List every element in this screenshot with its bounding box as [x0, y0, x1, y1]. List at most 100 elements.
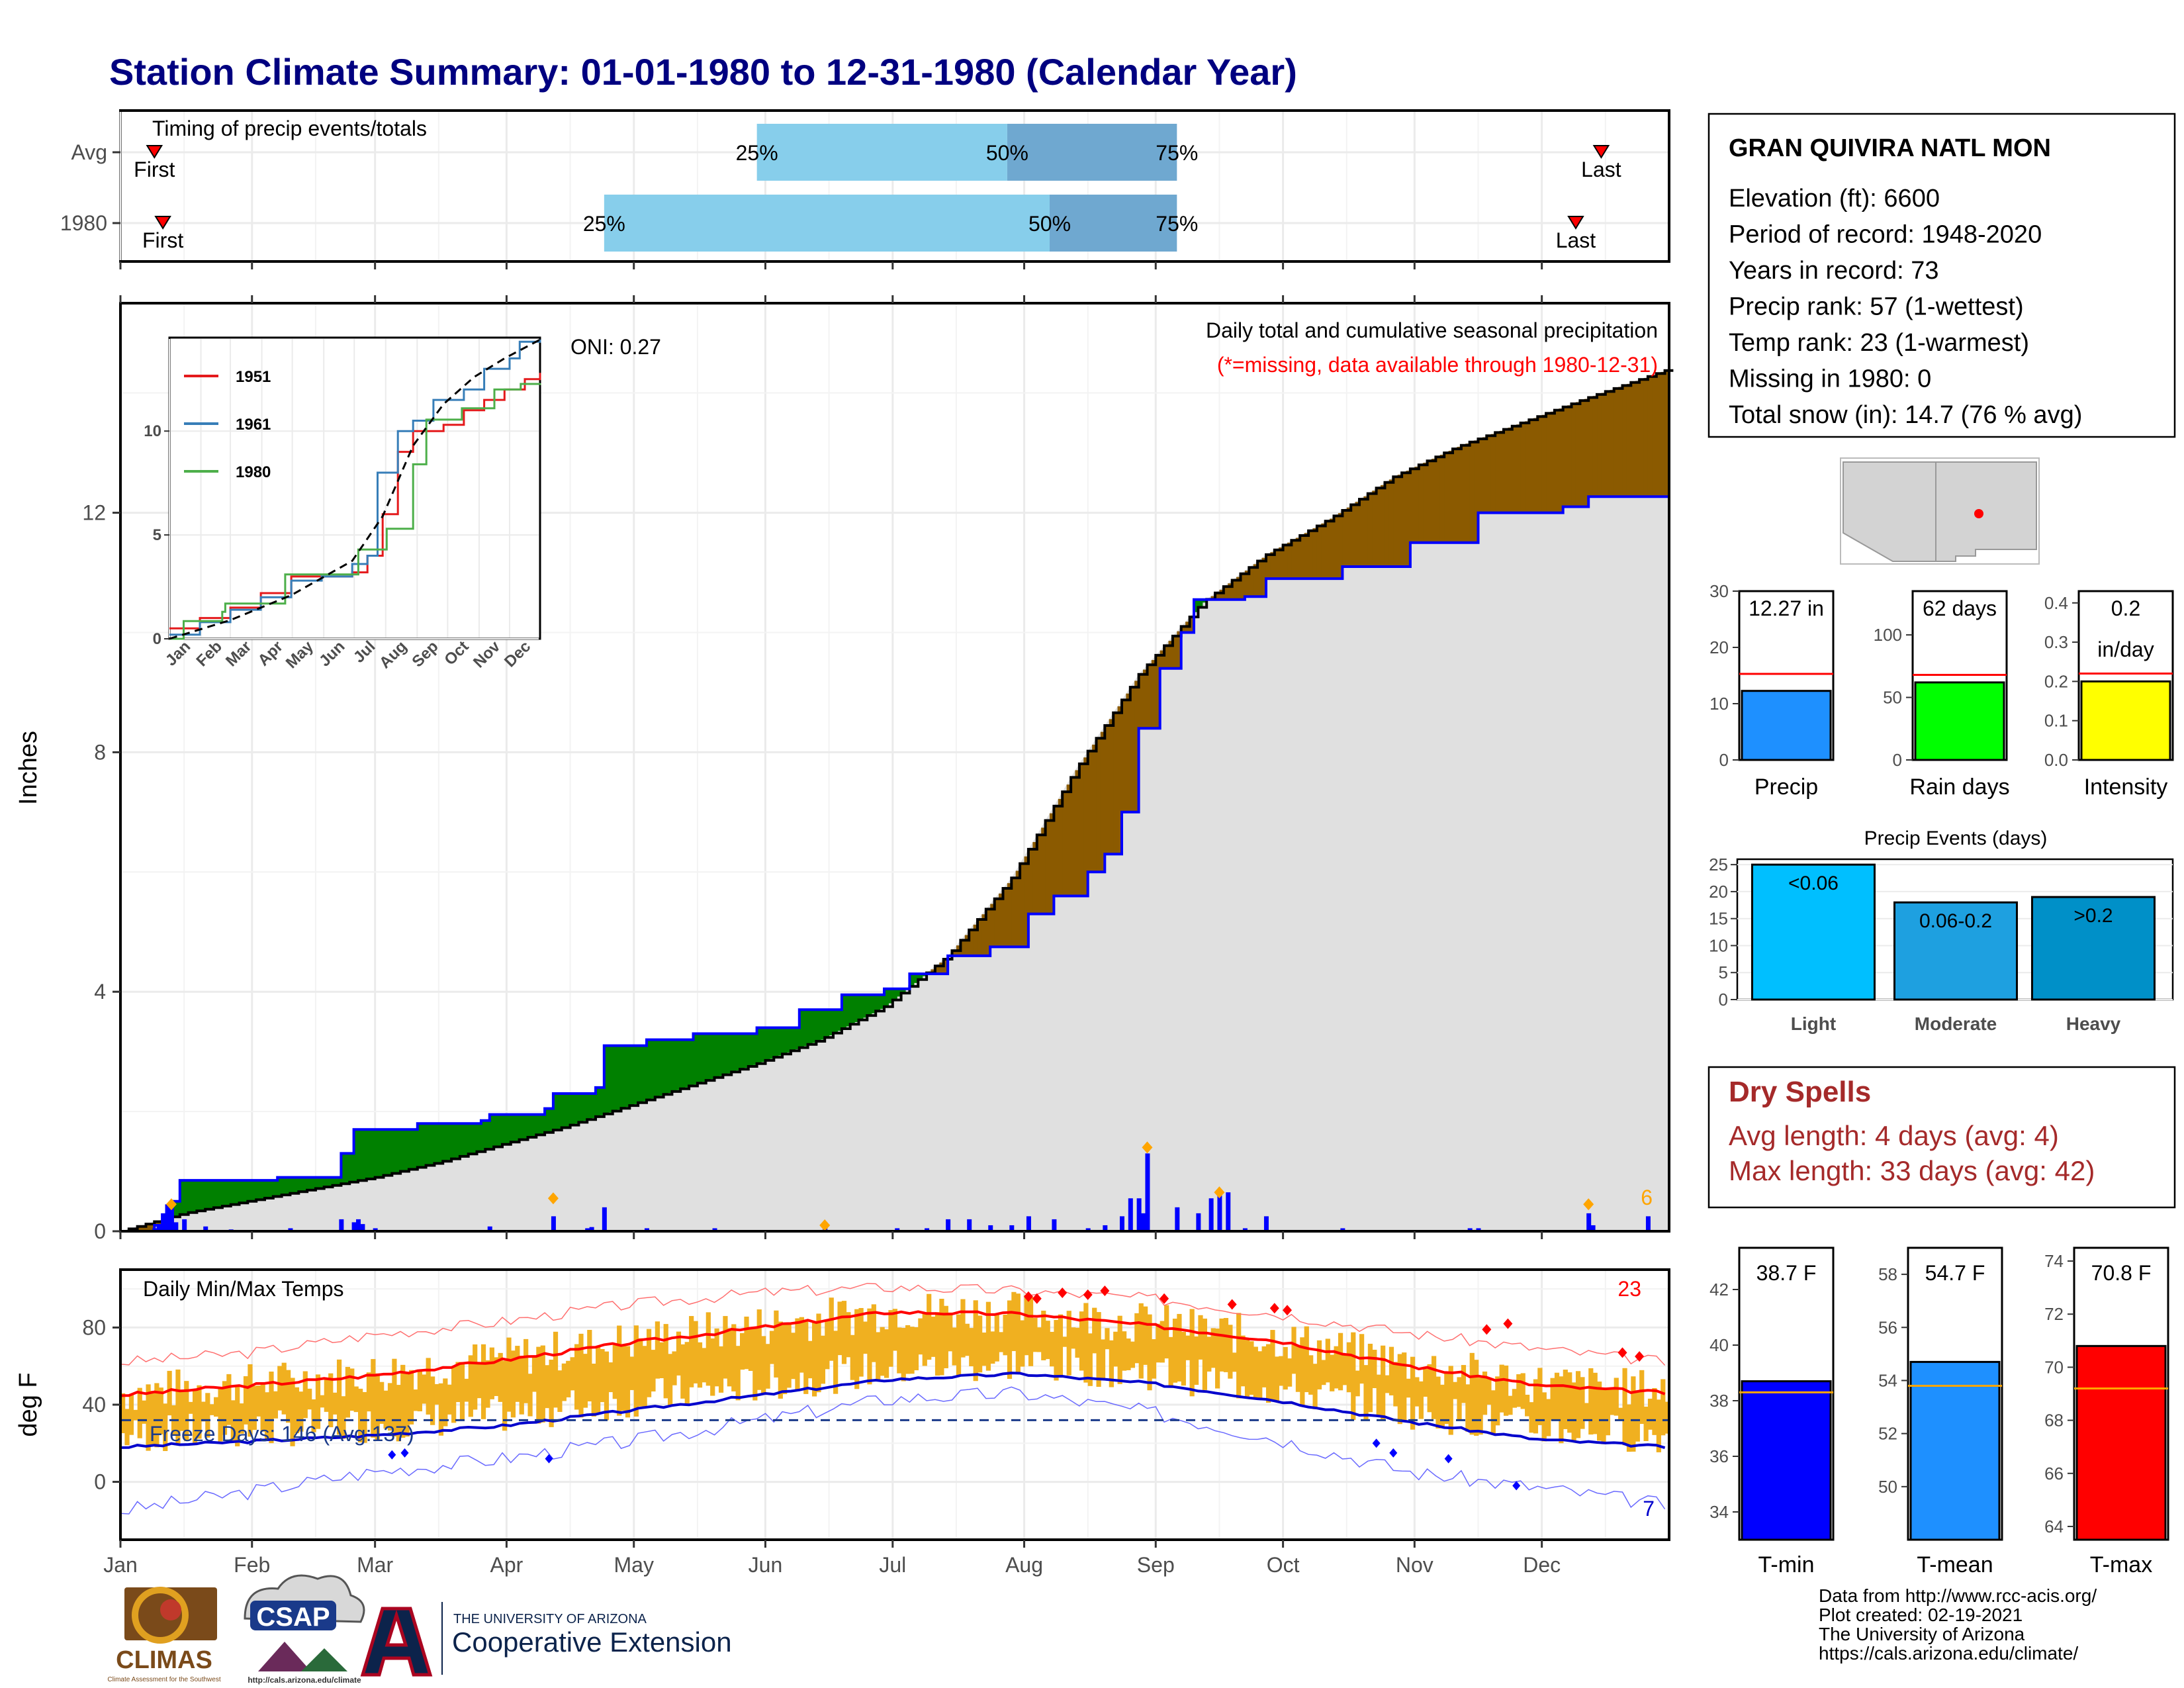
below-average-fill: [978, 919, 983, 956]
above-average-fill: [672, 1039, 677, 1092]
daily-temp-bar: [379, 1382, 385, 1424]
daily-temp-bar: [1024, 1295, 1029, 1356]
below-average-fill: [1109, 719, 1114, 855]
below-average-fill: [1151, 660, 1156, 729]
csap-logo-url: http://cals.arizona.edu/climate: [248, 1675, 361, 1685]
above-average-fill: [625, 1045, 630, 1107]
daily-temp-bar: [1079, 1311, 1085, 1371]
daily-temp-bar: [209, 1404, 214, 1415]
daily-temp-bar: [1075, 1327, 1080, 1358]
inset-lines: [169, 338, 541, 640]
daily-temp-bar: [816, 1313, 821, 1393]
below-average-fill: [1075, 770, 1080, 896]
daily-temp-bar: [549, 1360, 554, 1427]
above-average-fill: [557, 1093, 563, 1129]
oni-label: ONI: 0.27: [570, 335, 661, 359]
daily-temp-bar: [1287, 1358, 1293, 1387]
mini-temp-tick-label: 72: [2044, 1304, 2064, 1324]
daily-temp-bar: [545, 1365, 550, 1409]
daily-temp-bar: [973, 1300, 978, 1382]
daily-temp-bar: [1563, 1370, 1568, 1429]
daily-temp-bar: [1643, 1406, 1649, 1441]
below-average-fill: [1597, 394, 1602, 497]
daily-temp-bar: [829, 1297, 834, 1361]
events-bar-label: 0.06-0.2: [1919, 910, 1992, 932]
below-average-fill: [1232, 580, 1237, 600]
below-average-fill: [1330, 518, 1335, 579]
mini-precip-tick-label: 30: [1709, 581, 1729, 601]
events-bar: [1751, 863, 1876, 1001]
below-average-fill: [1643, 378, 1649, 497]
timing-bar-25-50: [756, 124, 1007, 181]
above-average-fill: [841, 994, 846, 1029]
year-cumulative-line: [120, 495, 1669, 1233]
daily-temp-bar: [1533, 1379, 1539, 1434]
daily-temp-bar: [256, 1385, 261, 1417]
daily-temp-bar: [473, 1344, 478, 1410]
below-average-fill: [1423, 463, 1428, 543]
above-average-fill: [871, 994, 876, 1013]
above-average-fill: [179, 1180, 185, 1215]
mini-temp-tick-label: 64: [2044, 1517, 2064, 1536]
daily-temp-bar: [1639, 1370, 1645, 1425]
daily-temp-bar: [774, 1310, 779, 1378]
daily-temp-bar: [422, 1374, 427, 1404]
daily-temp-bar: [633, 1325, 639, 1417]
below-average-fill: [1045, 820, 1050, 914]
above-average-fill: [366, 1129, 371, 1180]
daily-temp-bar: [876, 1332, 881, 1380]
above-average-fill: [387, 1129, 392, 1175]
temp-y-tick-label: 0: [94, 1470, 106, 1494]
below-average-fill: [1261, 557, 1267, 597]
above-average-fill: [540, 1114, 545, 1134]
timing-last-label: Last: [1581, 158, 1621, 181]
above-average-fill: [591, 1093, 596, 1119]
daily-temp-bar: [1050, 1331, 1055, 1367]
below-average-fill: [1126, 693, 1131, 812]
above-average-fill: [201, 1180, 206, 1211]
csap-logo-text: CSAP: [256, 1603, 330, 1632]
above-average-fill: [519, 1114, 524, 1140]
daily-temp-bar: [1338, 1333, 1343, 1391]
daily-temp-bar: [273, 1391, 279, 1419]
below-average-fill: [1270, 552, 1275, 579]
daily-temp-bar: [1054, 1320, 1059, 1381]
above-average-fill: [188, 1180, 193, 1213]
below-average-fill: [1083, 757, 1089, 896]
below-average-fill: [1482, 437, 1487, 513]
above-average-fill: [1193, 599, 1199, 612]
daily-precip-bar: [1085, 1228, 1091, 1231]
avg-cumulative-line: [120, 369, 1674, 1233]
daily-temp-bar: [1588, 1368, 1594, 1435]
below-average-fill: [1041, 827, 1046, 914]
daily-temp-bar: [1041, 1310, 1046, 1360]
daily-temp-bar: [1330, 1354, 1335, 1391]
daily-temp-bar: [1397, 1354, 1402, 1425]
max-precip-diamond: [547, 1192, 559, 1205]
below-average-fill: [1257, 561, 1263, 597]
daily-temp-bar: [1520, 1373, 1525, 1409]
daily-temp-bar: [1261, 1346, 1267, 1387]
below-average-fill: [1071, 777, 1076, 896]
above-average-fill: [480, 1120, 486, 1150]
timing-p75-label: 75%: [1156, 141, 1198, 165]
below-average-fill: [1338, 513, 1343, 579]
daily-temp-bar: [1351, 1332, 1356, 1421]
below-average-fill: [990, 904, 995, 947]
daily-temp-bar: [1469, 1352, 1475, 1435]
above-average-fill: [574, 1093, 579, 1124]
daily-temp-bar: [748, 1329, 754, 1371]
below-average-fill: [1541, 414, 1547, 513]
above-average-fill: [273, 1180, 278, 1197]
below-average-fill: [939, 962, 944, 974]
daily-temp-bar: [226, 1374, 232, 1425]
below-average-fill: [1614, 388, 1619, 497]
daily-temp-bar: [248, 1364, 253, 1437]
daily-temp-bar: [1381, 1345, 1386, 1420]
precip-summary-bars: 12.27 in Precip 0 10 20 30 62 days Rain days 0 50…: [1709, 581, 2174, 800]
above-average-fill: [256, 1180, 261, 1200]
daily-temp-bar: [705, 1312, 711, 1386]
daily-precip-bar: [602, 1207, 607, 1231]
